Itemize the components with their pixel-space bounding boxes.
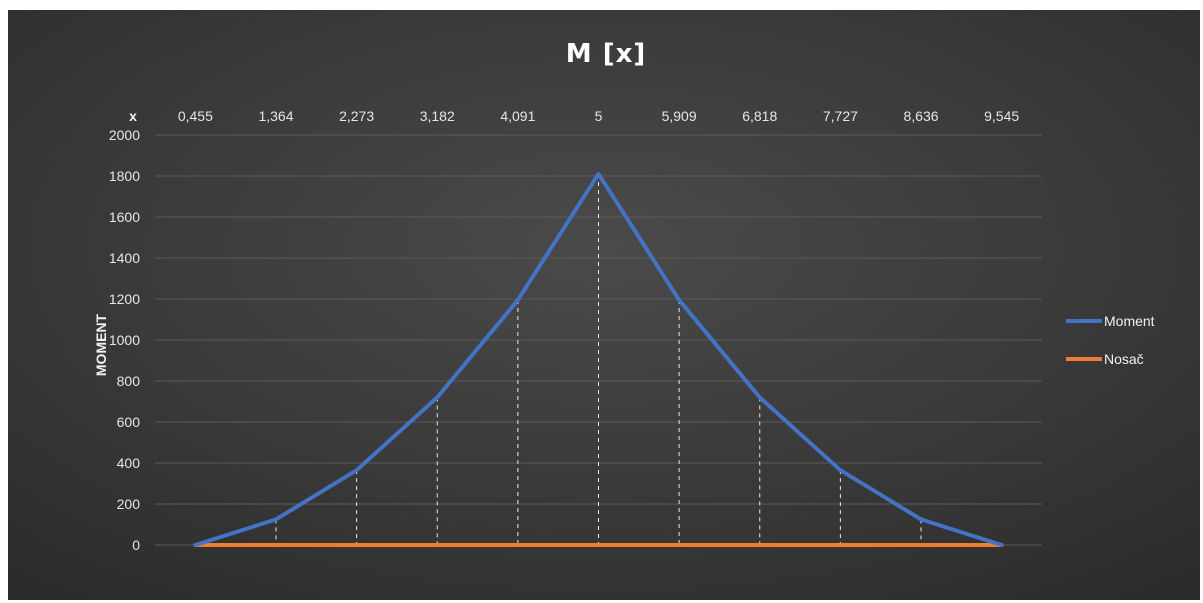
legend: Moment Nosač — [1066, 313, 1155, 367]
chart-title: M [x] — [566, 39, 646, 69]
y-tick-label: 0 — [132, 537, 140, 553]
moment-line-chart: M [x] x MOMENT 0 200 400 600 800 1000 1200 1400… — [8, 10, 1200, 600]
x-axis-title: x — [129, 108, 137, 124]
y-tick-label: 1600 — [109, 209, 140, 225]
x-tick-label: 4,091 — [500, 108, 535, 124]
series-line-moment — [193, 171, 1004, 547]
y-tick-label: 1000 — [109, 332, 140, 348]
y-tick-label: 1400 — [109, 250, 140, 266]
x-tick-label: 0,455 — [178, 108, 213, 124]
y-tick-label: 200 — [117, 496, 141, 512]
x-tick-label: 6,818 — [742, 108, 777, 124]
x-tick-label: 8,636 — [903, 108, 938, 124]
x-tick-labels: 0,455 1,364 2,273 3,182 4,091 5 5,909 6,818 7,72… — [178, 108, 1020, 124]
y-tick-label: 1800 — [109, 168, 140, 184]
y-tick-label: 800 — [117, 373, 141, 389]
y-axis-title: MOMENT — [93, 313, 109, 376]
y-tick-label: 400 — [117, 455, 141, 471]
x-tick-label: 5,909 — [662, 108, 697, 124]
x-tick-label: 5 — [595, 108, 603, 124]
y-tick-label: 600 — [117, 414, 141, 430]
chart-container: M [x] x MOMENT 0 200 400 600 800 1000 1200 1400… — [8, 10, 1200, 600]
x-tick-label: 1,364 — [258, 108, 293, 124]
x-tick-label: 9,545 — [984, 108, 1019, 124]
x-tick-label: 3,182 — [420, 108, 455, 124]
series-lines — [193, 171, 1004, 547]
drop-lines — [275, 173, 922, 545]
x-tick-label: 7,727 — [823, 108, 858, 124]
y-tick-label: 1200 — [109, 291, 140, 307]
chart-background — [8, 10, 1200, 600]
legend-label: Moment — [1104, 313, 1155, 329]
legend-label: Nosač — [1104, 351, 1144, 367]
y-tick-label: 2000 — [109, 127, 140, 143]
y-tick-labels: 0 200 400 600 800 1000 1200 1400 1600 1800 2000 — [109, 127, 140, 553]
x-tick-label: 2,273 — [339, 108, 374, 124]
